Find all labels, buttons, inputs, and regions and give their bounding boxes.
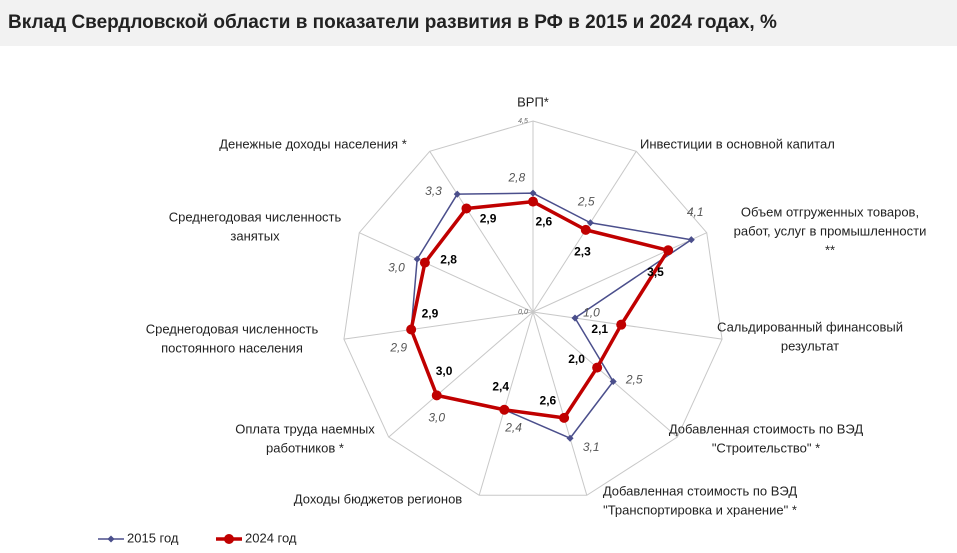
spoke <box>343 311 534 340</box>
marker <box>431 390 442 401</box>
category-label: Оплата труда наемных <box>235 421 375 436</box>
spoke <box>532 232 707 313</box>
marker <box>571 314 579 322</box>
category-label: Добавленная стоимость по ВЭД <box>669 421 863 436</box>
marker <box>592 362 603 373</box>
marker <box>529 189 537 197</box>
category-label: Добавленная стоимость по ВЭД <box>603 483 797 498</box>
tick-label: 0,0 <box>518 309 528 316</box>
marker <box>406 324 417 335</box>
value-label: 2,0 <box>568 352 585 366</box>
category-label: Среднегодовая численность <box>169 209 342 224</box>
title-bar <box>0 0 957 46</box>
legend-marker <box>224 534 234 544</box>
marker <box>559 412 570 423</box>
legend-label: 2024 год <box>245 530 297 545</box>
marker <box>499 404 510 415</box>
marker <box>580 224 591 235</box>
category-label: ВРП* <box>517 94 549 109</box>
series-line <box>410 192 693 439</box>
marker <box>461 203 472 214</box>
legend-marker <box>107 535 115 543</box>
value-label: 2,5 <box>577 194 595 208</box>
value-label: 2,1 <box>591 322 608 336</box>
value-label: 2,4 <box>504 420 522 434</box>
value-label: 2,9 <box>389 340 407 354</box>
value-label: 2,8 <box>440 253 457 267</box>
spoke <box>532 311 678 438</box>
spoke <box>429 151 534 313</box>
marker <box>609 377 617 386</box>
grid-ring <box>343 120 723 496</box>
value-label: 4,1 <box>687 205 704 219</box>
category-label: Сальдированный финансовый <box>717 319 903 334</box>
marker <box>566 434 574 442</box>
category-label: Объем отгруженных товаров, <box>741 204 919 219</box>
spoke <box>359 232 534 313</box>
value-label: 2,8 <box>508 170 526 184</box>
value-label: 2,6 <box>540 393 557 407</box>
category-label: Инвестиции в основной капитал <box>640 136 835 151</box>
tick-label: 4,5 <box>518 118 528 125</box>
category-label: работников * <box>266 440 344 455</box>
spoke <box>532 311 588 496</box>
chart-title: Вклад Свердловской области в показатели … <box>8 12 777 33</box>
value-label: 1,0 <box>583 306 600 320</box>
category-label: "Транспортировка и хранение" * <box>603 502 797 517</box>
value-label: 3,5 <box>647 265 664 279</box>
value-label: 3,0 <box>428 410 445 424</box>
marker <box>687 236 695 244</box>
category-label: Доходы бюджетов регионов <box>294 491 463 506</box>
marker <box>453 190 461 198</box>
marker <box>413 255 421 263</box>
value-label: 3,1 <box>583 440 600 454</box>
spoke <box>532 311 723 340</box>
marker <box>528 196 538 207</box>
value-label: 2,9 <box>480 211 497 225</box>
series-line <box>409 199 670 420</box>
value-label: 2,3 <box>574 244 591 258</box>
category-label: Среднегодовая численность <box>146 321 319 336</box>
value-label: 2,5 <box>625 373 643 387</box>
category-label: ** <box>825 242 835 257</box>
category-label: постоянного населения <box>161 340 303 355</box>
category-label: работ, услуг в промышленности <box>734 223 927 238</box>
value-label: 2,9 <box>422 307 439 321</box>
category-label: результат <box>781 338 839 353</box>
category-label: "Строительство" * <box>712 440 820 455</box>
spoke <box>388 311 534 438</box>
value-label: 3,0 <box>388 261 405 275</box>
marker <box>616 319 627 330</box>
legend-label: 2015 год <box>127 530 179 545</box>
category-label: занятых <box>230 228 280 243</box>
category-label: Денежные доходы населения * <box>219 136 407 151</box>
spoke <box>478 311 534 496</box>
marker <box>586 219 594 227</box>
value-label: 3,3 <box>425 184 442 198</box>
marker <box>663 245 674 256</box>
value-label: 2,4 <box>492 379 509 393</box>
marker <box>419 257 430 268</box>
value-label: 2,6 <box>535 214 552 228</box>
value-label: 3,0 <box>436 364 453 378</box>
